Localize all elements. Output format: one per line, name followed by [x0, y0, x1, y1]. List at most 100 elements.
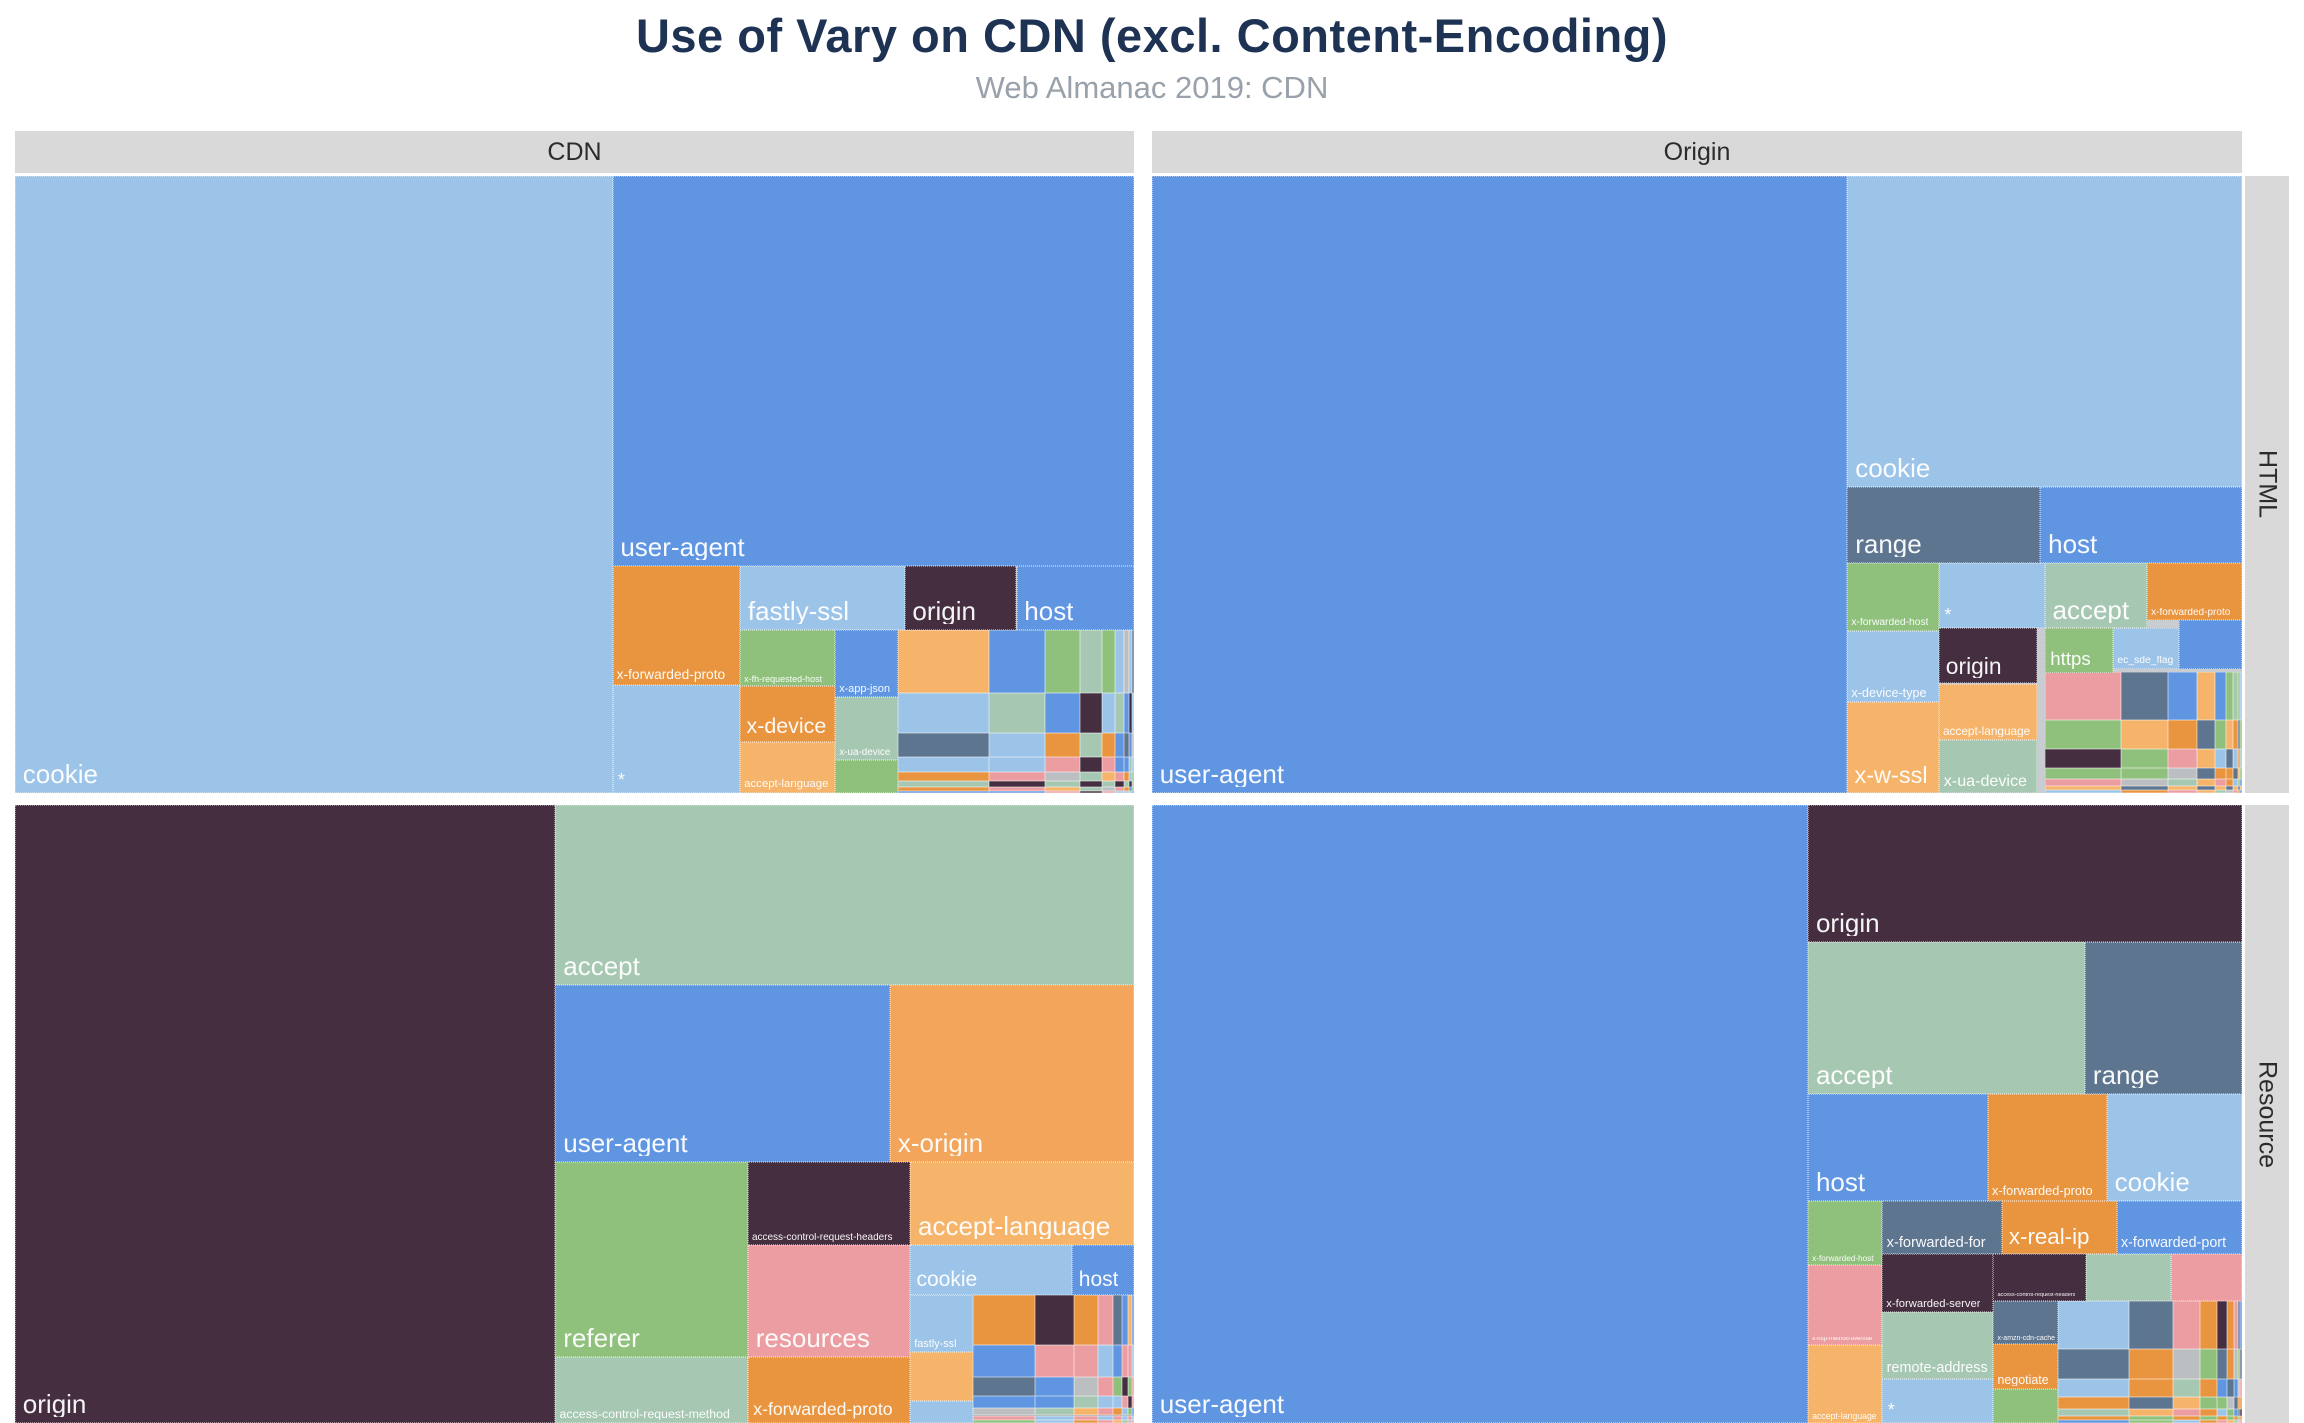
mosaic-cell	[2167, 672, 2198, 720]
mosaic-cell	[1080, 693, 1102, 733]
mosaic-cell	[2044, 778, 2121, 786]
treemap-cell-x-ua-device: x-ua-device	[835, 697, 898, 761]
mosaic-cell	[1098, 1295, 1114, 1346]
treemap-cell-host: host	[1072, 1245, 1134, 1296]
treemap-cell-x-http-method-override: x-http-method-override	[1808, 1265, 1883, 1346]
treemap-cell-label: user-agent	[1159, 761, 1285, 788]
mosaic-cell	[1115, 630, 1124, 694]
mosaic-cell	[988, 732, 1046, 757]
mosaic-cell	[1098, 1408, 1114, 1416]
treemap-cell-label: x-http-method-override	[1812, 1337, 1873, 1343]
treemap-cell-accept-language: accept-language	[1938, 683, 2038, 740]
mosaic-cell	[1101, 732, 1116, 757]
treemap-cell-referer: referer	[555, 1161, 748, 1357]
mosaic-cell	[2120, 719, 2168, 750]
mosaic-cell	[972, 1295, 1036, 1346]
mosaic-cell	[1115, 756, 1124, 772]
facet-row-label: HTML	[2253, 450, 2282, 519]
mosaic-cell	[972, 1415, 1036, 1421]
mosaic-cell	[2197, 719, 2216, 750]
treemap-cell-x-forwarded-proto: x-forwarded-proto	[2147, 562, 2242, 621]
treemap-cell-label: accept	[2052, 596, 2130, 623]
mosaic-cell	[2233, 1408, 2238, 1416]
mosaic-cell	[1131, 787, 1134, 791]
treemap-cell-label: remote-address	[1886, 1360, 1988, 1376]
mosaic-cell	[2237, 1348, 2241, 1379]
mosaic-cell	[1128, 630, 1132, 694]
mosaic-cell	[2200, 1348, 2217, 1379]
mosaic-cell	[897, 790, 989, 793]
mosaic-cell	[1080, 756, 1102, 772]
treemap-cell-star: *	[1882, 1378, 1994, 1423]
mosaic-cell	[2197, 672, 2216, 720]
treemap-cell-accept: accept	[555, 805, 1134, 985]
mosaic-cell	[2216, 1397, 2228, 1409]
mosaic-cell	[2233, 790, 2238, 793]
treemap-cell-label: accept	[1815, 1062, 1893, 1089]
mosaic-cell	[2233, 1378, 2238, 1398]
treemap-cell-ec-sde-flag: ec_sde_flag	[2113, 628, 2179, 669]
treemap-cell-label: host	[1024, 598, 1074, 625]
mosaic-cell	[2237, 719, 2241, 750]
mosaic-cell	[2200, 1408, 2217, 1416]
mosaic-cell	[1128, 790, 1132, 793]
mosaic-cell	[1098, 1396, 1114, 1409]
treemap-cell-x-forwarded-server: x-forwarded-server	[1882, 1253, 1994, 1313]
mosaic-cell	[1080, 781, 1102, 788]
mosaic-cell	[988, 772, 1046, 782]
treemap-cell-label: cookie	[916, 1269, 978, 1291]
treemap-cell-label: x-forwarded-port	[2120, 1236, 2227, 1251]
treemap-cell-label: x-forwarded-proto	[1992, 1184, 2093, 1198]
mosaic-cell	[2120, 672, 2168, 720]
mosaic-cell	[2226, 778, 2234, 786]
treemap-cell-label: accept-language	[1812, 1412, 1877, 1421]
mosaic-cell	[1115, 732, 1124, 757]
facet-column-header-origin: Origin	[1152, 131, 2242, 173]
treemap-cell-label: x-amzn-cdn-cache	[1997, 1334, 2056, 1342]
treemap-cell-star: *	[612, 685, 741, 793]
mosaic-cell	[2200, 1397, 2217, 1409]
mosaic-cell	[1128, 1376, 1132, 1397]
mosaic-cell	[2167, 719, 2198, 750]
mosaic-cell	[1101, 781, 1116, 788]
mosaic-cell	[897, 732, 989, 757]
treemap-cell-label: cookie	[1855, 455, 1931, 482]
mosaic-cell	[988, 790, 1046, 793]
treemap-cell-origin: origin	[1938, 628, 2038, 683]
mosaic-cell	[2215, 672, 2227, 720]
treemap-cell-label: resources	[755, 1325, 870, 1352]
treemap-cell-label: fastly-ssl	[747, 598, 850, 625]
mosaic-cell	[2172, 1348, 2200, 1379]
mosaic-cell	[1128, 693, 1132, 733]
treemap-cell-label: accept-language	[744, 779, 829, 791]
mosaic-cell	[1128, 781, 1132, 788]
mosaic-cell	[1101, 787, 1116, 791]
mosaic-cell	[1128, 1408, 1132, 1416]
treemap-cell-accept-language: accept-language	[1808, 1345, 1883, 1423]
mosaic-cell	[1115, 693, 1124, 733]
mosaic-cell	[2200, 1420, 2217, 1423]
treemap-cell-access-control-request-method: access-control-request-method	[555, 1356, 748, 1423]
treemap-cell-accept: accept	[2044, 562, 2148, 629]
mosaic-cell	[897, 772, 989, 782]
mosaic-cell	[2216, 1300, 2228, 1349]
mosaic-cell	[1113, 1408, 1123, 1416]
treemap-cell-accept-language: accept-language	[910, 1161, 1134, 1245]
mosaic-cell	[2120, 767, 2168, 779]
mosaic-cell	[2216, 1348, 2228, 1379]
mosaic-cell	[972, 1345, 1036, 1377]
treemap-cell-x-device-type: x-device-type	[1847, 630, 1939, 703]
mosaic-cell	[2167, 778, 2198, 786]
mosaic-cell	[2128, 1415, 2173, 1421]
mosaic-cell	[988, 630, 1046, 694]
treemap-cell-x-device: x-device	[740, 686, 836, 742]
mosaic-cell	[2128, 1420, 2173, 1423]
mosaic-cell	[2200, 1415, 2217, 1421]
mosaic-cell	[1080, 732, 1102, 757]
treemap-cell-cookie: cookie	[1847, 176, 2242, 487]
mosaic-cell	[2240, 1300, 2242, 1349]
mosaic-cell	[2240, 672, 2242, 720]
mosaic-cell	[1128, 772, 1132, 782]
treemap-cell-label: access-control-request-headers	[751, 1232, 893, 1243]
mosaic-cell	[897, 693, 989, 733]
